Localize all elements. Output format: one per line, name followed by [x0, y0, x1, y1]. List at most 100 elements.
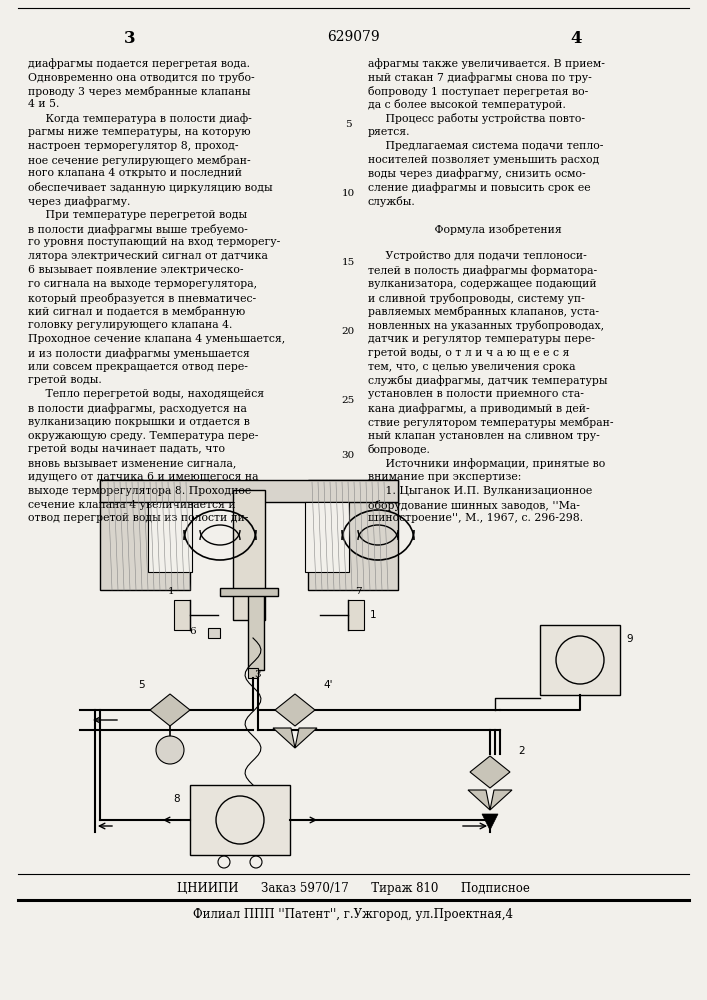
Polygon shape — [468, 790, 490, 810]
Text: го сигнала на выходе терморегулятора,: го сигнала на выходе терморегулятора, — [28, 279, 257, 289]
Bar — [308, 480, 398, 590]
Text: службы диафрагмы, датчик температуры: службы диафрагмы, датчик температуры — [368, 375, 607, 386]
Text: через диафрагму.: через диафрагму. — [28, 196, 130, 207]
Text: Процесс работы устройства повто-: Процесс работы устройства повто- — [368, 113, 585, 124]
Text: или совсем прекращается отвод пере-: или совсем прекращается отвод пере- — [28, 362, 248, 372]
Text: оборудование шинных заводов, ''Ма-: оборудование шинных заводов, ''Ма- — [368, 500, 580, 511]
Text: тем, что, с целью увеличения срока: тем, что, с целью увеличения срока — [368, 362, 575, 372]
Bar — [148, 502, 192, 572]
Text: и из полости диафрагмы уменьшается: и из полости диафрагмы уменьшается — [28, 348, 250, 359]
Text: да с более высокой температурой.: да с более высокой температурой. — [368, 99, 566, 110]
Text: 8: 8 — [173, 794, 180, 804]
Text: телей в полость диафрагмы форматора-: телей в полость диафрагмы форматора- — [368, 265, 597, 276]
Bar — [100, 480, 398, 502]
Text: 6: 6 — [189, 628, 196, 637]
Text: 1: 1 — [370, 610, 377, 620]
Text: Предлагаемая система подачи тепло-: Предлагаемая система подачи тепло- — [368, 141, 603, 151]
Circle shape — [156, 736, 184, 764]
Bar — [190, 785, 290, 855]
Text: отвод перегретой воды из полости ди-: отвод перегретой воды из полости ди- — [28, 513, 248, 523]
Polygon shape — [490, 790, 512, 810]
Polygon shape — [470, 756, 510, 788]
Polygon shape — [273, 728, 295, 748]
Text: 7: 7 — [355, 587, 361, 596]
Text: вулканизатора, содержащее подающий: вулканизатора, содержащее подающий — [368, 279, 597, 289]
Bar — [220, 588, 278, 596]
Polygon shape — [275, 694, 315, 726]
Text: афрагмы также увеличивается. В прием-: афрагмы также увеличивается. В прием- — [368, 58, 605, 69]
Text: При температуре перегретой воды: При температуре перегретой воды — [28, 210, 247, 220]
Text: и сливной трубопроводы, систему уп-: и сливной трубопроводы, систему уп- — [368, 293, 585, 304]
Text: 5: 5 — [139, 680, 146, 690]
Text: 15: 15 — [341, 258, 355, 267]
Text: воды через диафрагму, снизить осмо-: воды через диафрагму, снизить осмо- — [368, 168, 585, 179]
Text: гретой воды начинает падать, что: гретой воды начинает падать, что — [28, 444, 225, 454]
Text: новленных на указанных трубопроводах,: новленных на указанных трубопроводах, — [368, 320, 604, 331]
Text: лятора электрический сигнал от датчика: лятора электрический сигнал от датчика — [28, 251, 268, 261]
Text: 4': 4' — [323, 680, 332, 690]
Text: сление диафрагмы и повысить срок ее: сление диафрагмы и повысить срок ее — [368, 182, 590, 193]
Text: Проходное сечение клапана 4 уменьшается,: Проходное сечение клапана 4 уменьшается, — [28, 334, 285, 344]
Text: датчик и регулятор температуры пере-: датчик и регулятор температуры пере- — [368, 334, 595, 344]
Text: шиностроение'', М., 1967, с. 296-298.: шиностроение'', М., 1967, с. 296-298. — [368, 513, 583, 523]
Text: 1: 1 — [168, 587, 174, 596]
Text: го уровня поступающий на вход терморегу-: го уровня поступающий на вход терморегу- — [28, 237, 280, 247]
Text: идущего от датчика 6 и имеющегося на: идущего от датчика 6 и имеющегося на — [28, 472, 259, 482]
Text: внимание при экспертизе:: внимание при экспертизе: — [368, 472, 521, 482]
Text: 20: 20 — [341, 327, 355, 336]
Text: ный клапан установлен на сливном тру-: ный клапан установлен на сливном тру- — [368, 431, 600, 441]
Bar — [540, 625, 620, 695]
Text: окружающую среду. Температура пере-: окружающую среду. Температура пере- — [28, 431, 258, 441]
Polygon shape — [150, 694, 190, 726]
Polygon shape — [482, 814, 498, 830]
Text: бопроводе.: бопроводе. — [368, 444, 431, 455]
Text: ЦНИИПИ      Заказ 5970/17      Тираж 810      Подписное: ЦНИИПИ Заказ 5970/17 Тираж 810 Подписное — [177, 882, 530, 895]
Text: рагмы ниже температуры, на которую: рагмы ниже температуры, на которую — [28, 127, 250, 137]
Text: проводу 3 через мембранные клапаны: проводу 3 через мембранные клапаны — [28, 86, 250, 97]
Bar — [174, 600, 190, 630]
Text: 10: 10 — [341, 189, 355, 198]
Text: равляемых мембранных клапанов, уста-: равляемых мембранных клапанов, уста- — [368, 306, 599, 317]
Text: ный стакан 7 диафрагмы снова по тру-: ный стакан 7 диафрагмы снова по тру- — [368, 72, 592, 83]
Text: установлен в полости приемного ста-: установлен в полости приемного ста- — [368, 389, 584, 399]
Text: гретой воды, о т л и ч а ю щ е е с я: гретой воды, о т л и ч а ю щ е е с я — [368, 348, 569, 358]
Text: 4: 4 — [571, 30, 582, 47]
Text: 4 и 5.: 4 и 5. — [28, 99, 59, 109]
Text: ного клапана 4 открыто и последний: ного клапана 4 открыто и последний — [28, 168, 242, 178]
Text: вновь вызывает изменение сигнала,: вновь вызывает изменение сигнала, — [28, 458, 236, 468]
Bar — [348, 600, 364, 630]
Text: Филиал ППП ''Патент'', г.Ужгород, ул.Проектная,4: Филиал ППП ''Патент'', г.Ужгород, ул.Про… — [193, 908, 513, 921]
Text: Тепло перегретой воды, находящейся: Тепло перегретой воды, находящейся — [28, 389, 264, 399]
Bar — [248, 590, 264, 670]
Bar — [248, 668, 258, 678]
Text: ное сечение регулирующего мембран-: ное сечение регулирующего мембран- — [28, 155, 250, 166]
Text: в полости диафрагмы выше требуемо-: в полости диафрагмы выше требуемо- — [28, 224, 247, 235]
Text: носителей позволяет уменьшить расход: носителей позволяет уменьшить расход — [368, 155, 600, 165]
Text: 3: 3 — [254, 670, 261, 679]
Text: 9: 9 — [626, 634, 633, 644]
Text: 3: 3 — [124, 30, 136, 47]
Text: службы.: службы. — [368, 196, 416, 207]
Text: в полости диафрагмы, расходуется на: в полости диафрагмы, расходуется на — [28, 403, 247, 414]
Text: 5: 5 — [345, 120, 351, 129]
Text: гретой воды.: гретой воды. — [28, 375, 102, 385]
Text: обеспечивает заданную циркуляцию воды: обеспечивает заданную циркуляцию воды — [28, 182, 273, 193]
Text: 2: 2 — [518, 746, 525, 756]
Text: 1. Цыганок И.П. Вулканизационное: 1. Цыганок И.П. Вулканизационное — [368, 486, 592, 496]
Text: Одновременно она отводится по трубо-: Одновременно она отводится по трубо- — [28, 72, 255, 83]
Text: головку регулирующего клапана 4.: головку регулирующего клапана 4. — [28, 320, 233, 330]
Text: Устройство для подачи теплоноси-: Устройство для подачи теплоноси- — [368, 251, 587, 261]
Text: Когда температура в полости диаф-: Когда температура в полости диаф- — [28, 113, 252, 124]
Text: Формула изобретения: Формула изобретения — [368, 224, 562, 235]
Text: кана диафрагмы, а приводимый в дей-: кана диафрагмы, а приводимый в дей- — [368, 403, 590, 414]
Text: 6 вызывает появление электрическо-: 6 вызывает появление электрическо- — [28, 265, 243, 275]
Text: выходе терморегулятора 8. Проходное: выходе терморегулятора 8. Проходное — [28, 486, 251, 496]
Text: кий сигнал и подается в мембранную: кий сигнал и подается в мембранную — [28, 306, 245, 317]
Text: диафрагмы подается перегретая вода.: диафрагмы подается перегретая вода. — [28, 58, 250, 69]
Text: ряется.: ряется. — [368, 127, 411, 137]
Text: 629079: 629079 — [327, 30, 380, 44]
Bar — [100, 480, 190, 590]
Polygon shape — [295, 728, 317, 748]
Bar — [233, 490, 265, 620]
Text: вулканизацию покрышки и отдается в: вулканизацию покрышки и отдается в — [28, 417, 250, 427]
